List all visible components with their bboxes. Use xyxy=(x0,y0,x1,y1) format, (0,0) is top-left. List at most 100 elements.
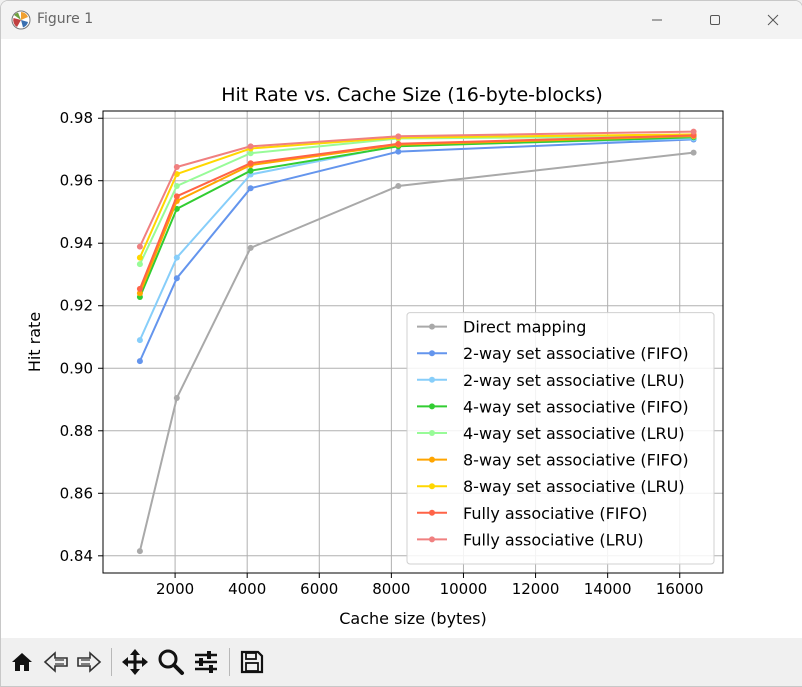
pan-button[interactable] xyxy=(120,646,150,678)
window-title: Figure 1 xyxy=(37,11,94,27)
y-axis-label: Hit rate xyxy=(25,312,44,372)
minimize-button[interactable] xyxy=(628,1,686,39)
series-point xyxy=(247,143,254,150)
legend-marker xyxy=(429,430,435,436)
minimize-icon xyxy=(652,19,662,21)
series-point xyxy=(136,243,143,250)
home-icon xyxy=(12,653,32,671)
series-line-6 xyxy=(138,135,694,294)
series-point xyxy=(136,254,143,261)
close-icon xyxy=(767,14,779,26)
configure-subplots-button[interactable] xyxy=(191,646,221,678)
legend-marker xyxy=(429,403,435,410)
save-icon xyxy=(240,650,264,674)
legend-marker xyxy=(429,456,435,463)
series-point xyxy=(690,128,697,135)
x-axis-label: Cache size (bytes) xyxy=(339,609,487,628)
series-point xyxy=(136,290,143,297)
legend-entry-label: Fully associative (FIFO) xyxy=(463,504,648,523)
y-tick-label: 0.96 xyxy=(60,172,93,190)
forward-arrow-icon xyxy=(77,651,102,673)
y-tick-label: 0.98 xyxy=(60,109,93,127)
series-point xyxy=(395,133,402,140)
series-point xyxy=(247,244,254,251)
series-point xyxy=(136,337,143,344)
maximize-icon xyxy=(710,15,720,25)
series-point xyxy=(136,358,143,365)
series-point xyxy=(173,183,180,190)
toolbar-separator xyxy=(111,648,112,676)
legend-entry-label: 4-way set associative (LRU) xyxy=(463,424,685,443)
series-point xyxy=(173,275,180,282)
configure-subplots-icon xyxy=(195,651,217,673)
navigation-toolbar xyxy=(1,638,802,686)
legend-entry-label: 8-way set associative (FIFO) xyxy=(463,451,689,470)
series-point xyxy=(136,285,143,292)
back-button[interactable] xyxy=(41,646,71,678)
legend-entry-label: Fully associative (LRU) xyxy=(463,530,644,549)
legend-marker xyxy=(429,350,435,357)
x-tick-label: 2000 xyxy=(156,580,194,598)
legend-marker xyxy=(429,376,435,383)
x-tick-label: 12000 xyxy=(512,580,560,598)
series-point xyxy=(173,171,180,178)
x-tick-label: 6000 xyxy=(300,580,338,598)
series-point xyxy=(173,254,180,261)
series-point xyxy=(247,150,254,157)
line-chart: Hit Rate vs. Cache Size (16-byte-blocks)… xyxy=(25,84,724,628)
series-line-7 xyxy=(138,133,694,259)
legend-marker xyxy=(429,536,435,543)
y-tick-label: 0.88 xyxy=(60,422,93,440)
toolbar-separator xyxy=(229,648,230,676)
y-tick-label: 0.90 xyxy=(60,359,93,377)
x-tick-label: 10000 xyxy=(440,580,488,598)
close-button[interactable] xyxy=(744,1,802,39)
x-tick-label: 4000 xyxy=(228,580,266,598)
pan-icon xyxy=(122,649,148,675)
series-point xyxy=(173,193,180,200)
matplotlib-app-icon xyxy=(11,10,31,30)
y-tick-label: 0.94 xyxy=(60,234,93,252)
y-tick-label: 0.92 xyxy=(60,297,93,315)
legend: Direct mapping 2-way set associative (FIF… xyxy=(406,312,715,565)
title-bar: Figure 1 xyxy=(1,1,802,39)
series-line-9 xyxy=(138,130,694,248)
save-button[interactable] xyxy=(237,646,267,678)
series-point xyxy=(395,148,402,155)
series-point xyxy=(247,167,254,174)
x-tick-label: 16000 xyxy=(656,580,704,598)
legend-marker xyxy=(429,509,435,516)
series-point xyxy=(173,394,180,401)
series-point xyxy=(136,261,143,268)
figure-canvas[interactable]: Hit Rate vs. Cache Size (16-byte-blocks)… xyxy=(1,39,802,638)
y-tick-label: 0.84 xyxy=(60,547,93,565)
forward-button[interactable] xyxy=(74,646,104,678)
series-point xyxy=(690,149,697,156)
series-point xyxy=(395,183,402,190)
series-line-5 xyxy=(138,135,694,265)
series-point xyxy=(247,185,254,192)
legend-marker xyxy=(429,323,435,330)
zoom-button[interactable] xyxy=(156,646,186,678)
series-point xyxy=(395,140,402,147)
chart-title: Hit Rate vs. Cache Size (16-byte-blocks) xyxy=(221,84,603,106)
y-tick-label: 0.86 xyxy=(60,484,93,502)
legend-entry-label: 8-way set associative (LRU) xyxy=(463,477,685,496)
series-line-3 xyxy=(138,137,694,341)
legend-entry-label: Direct mapping xyxy=(463,318,586,337)
legend-marker xyxy=(429,483,435,490)
series-point xyxy=(173,163,180,170)
series-point xyxy=(247,160,254,167)
back-arrow-icon xyxy=(43,651,68,673)
legend-entry-label: 2-way set associative (LRU) xyxy=(463,371,685,390)
x-tick-label: 8000 xyxy=(372,580,410,598)
home-button[interactable] xyxy=(7,646,37,678)
x-tick-label: 14000 xyxy=(584,580,632,598)
series-point xyxy=(136,548,143,555)
maximize-button[interactable] xyxy=(686,1,744,39)
zoom-icon xyxy=(158,649,184,675)
legend-box xyxy=(406,312,715,565)
legend-entry-label: 4-way set associative (FIFO) xyxy=(463,397,689,416)
plot-frame xyxy=(102,110,724,574)
